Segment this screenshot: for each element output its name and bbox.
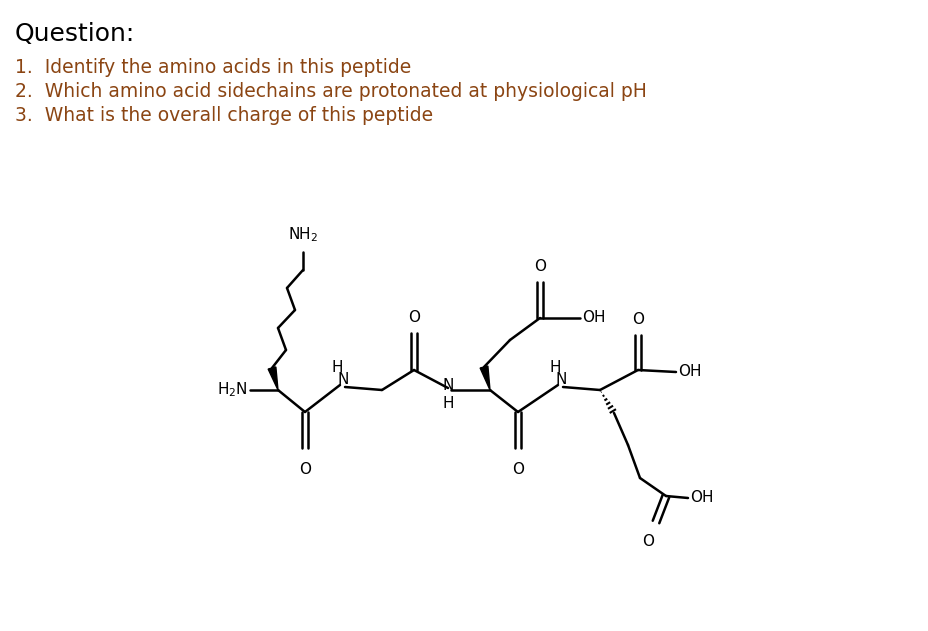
Text: 2.  Which amino acid sidechains are protonated at physiological pH: 2. Which amino acid sidechains are proto…: [15, 82, 646, 101]
Text: H: H: [331, 360, 342, 375]
Text: OH: OH: [677, 365, 701, 379]
Text: OH: OH: [581, 310, 605, 326]
Text: N: N: [442, 379, 453, 394]
Text: O: O: [407, 310, 419, 325]
Text: O: O: [299, 462, 311, 477]
Text: H: H: [442, 396, 453, 411]
Polygon shape: [268, 367, 277, 390]
Polygon shape: [480, 366, 489, 390]
Text: NH$_2$: NH$_2$: [288, 225, 317, 244]
Text: O: O: [511, 462, 523, 477]
Text: O: O: [641, 534, 653, 549]
Text: O: O: [534, 259, 546, 274]
Text: Question:: Question:: [15, 22, 135, 46]
Text: 1.  Identify the amino acids in this peptide: 1. Identify the amino acids in this pept…: [15, 58, 411, 77]
Text: OH: OH: [690, 490, 713, 505]
Text: H: H: [548, 360, 561, 375]
Text: N: N: [337, 372, 348, 387]
Text: N: N: [555, 372, 566, 387]
Text: H$_2$N: H$_2$N: [217, 380, 248, 399]
Text: 3.  What is the overall charge of this peptide: 3. What is the overall charge of this pe…: [15, 106, 432, 125]
Text: O: O: [631, 312, 643, 327]
